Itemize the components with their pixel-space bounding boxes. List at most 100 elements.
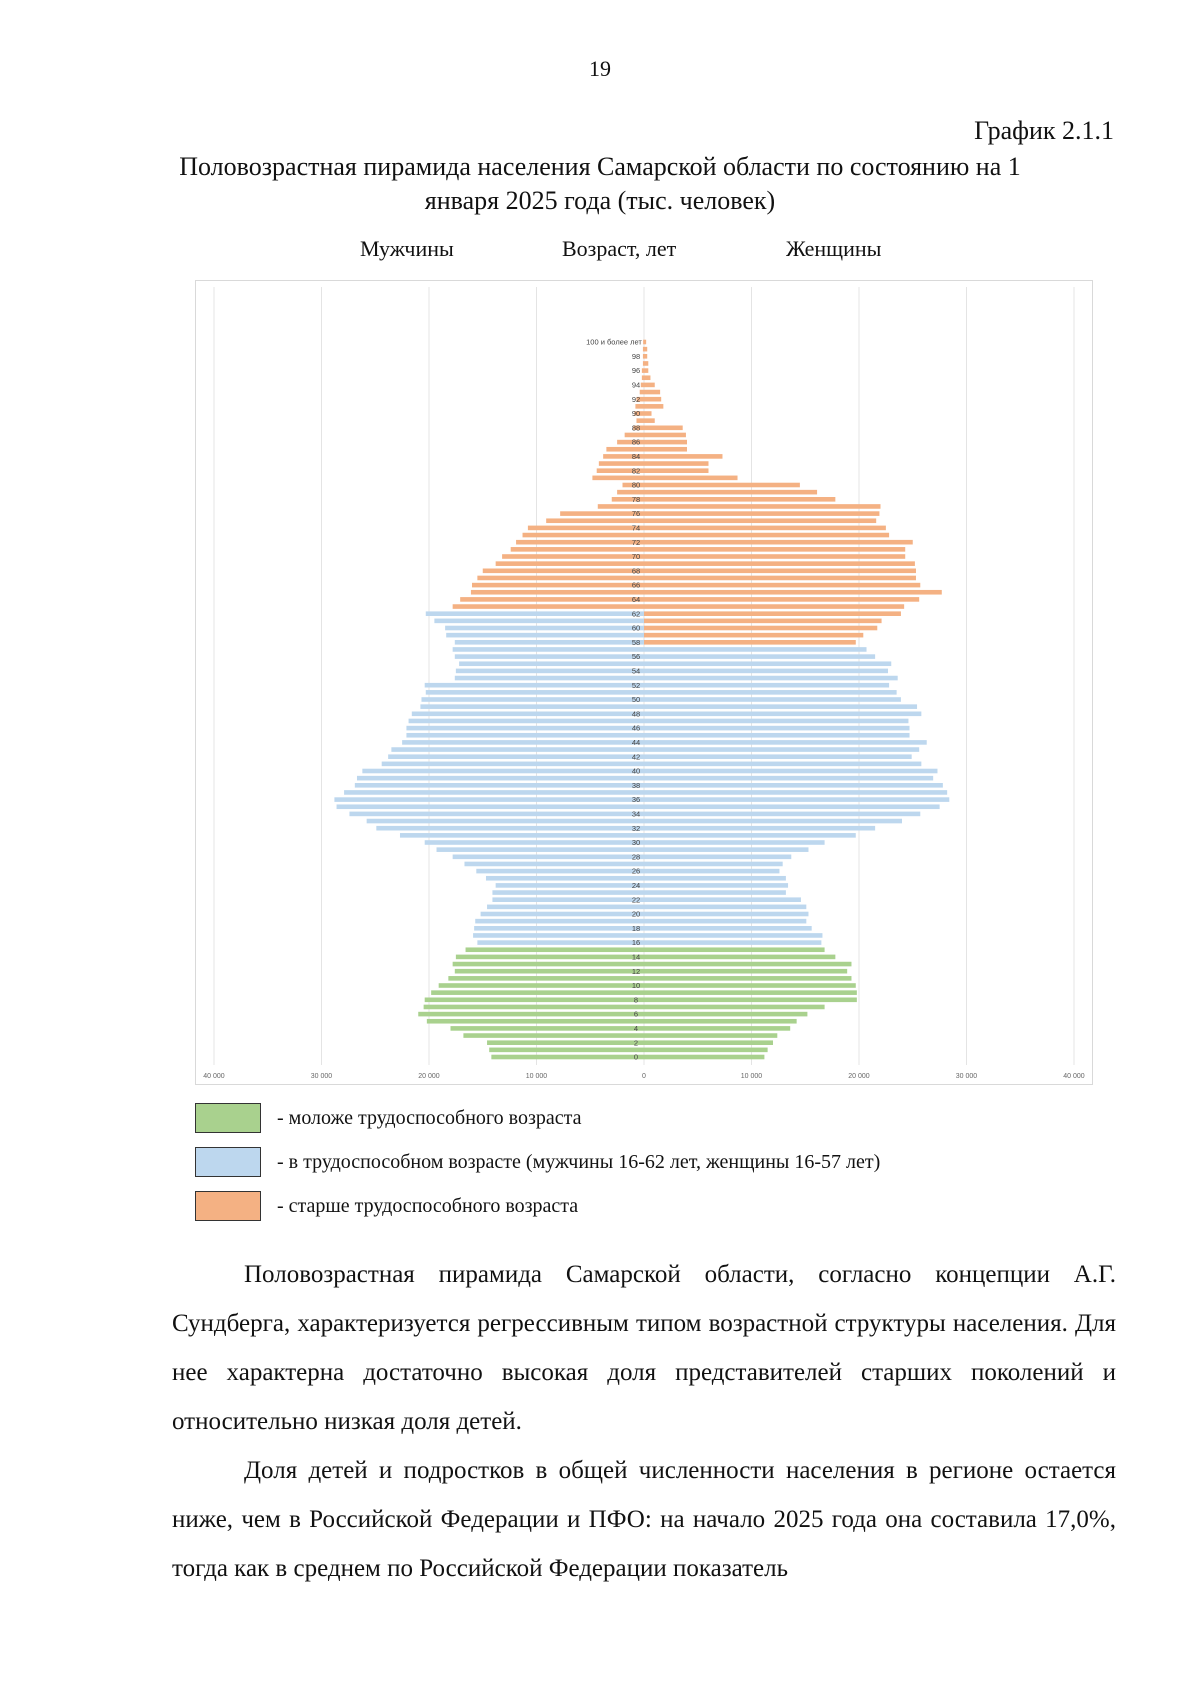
bar-men xyxy=(406,725,644,731)
age-tick-label: 54 xyxy=(632,667,640,676)
bar-women xyxy=(644,661,892,667)
bar-men xyxy=(452,604,644,609)
bar-women xyxy=(644,754,912,759)
bar-men xyxy=(431,990,644,995)
bar-men xyxy=(452,647,644,652)
bar-men xyxy=(596,468,644,473)
bar-men xyxy=(639,389,644,395)
paragraph: Доля детей и подростков в общей численно… xyxy=(172,1457,1116,1582)
bar-women xyxy=(644,825,876,831)
bar-men xyxy=(477,940,644,945)
bar-women xyxy=(644,375,651,381)
bar-women xyxy=(644,1026,791,1031)
bar-men xyxy=(362,768,644,774)
bar-men xyxy=(421,697,644,702)
x-tick-label: 30 000 xyxy=(311,1073,333,1080)
population-pyramid-chart: 40 000 30 000 20 000 10 000 0 10 000 20 000 30 … xyxy=(203,287,1085,1080)
bar-women xyxy=(644,732,910,738)
age-tick-label: 48 xyxy=(632,709,640,718)
x-tick-label: 10 000 xyxy=(526,1073,548,1080)
x-tick-label: 20 000 xyxy=(848,1073,870,1080)
bar-men xyxy=(487,1040,644,1045)
legend-label-working: - в трудоспособном возрасте (мужчины 16-… xyxy=(277,1151,881,1173)
bar-men xyxy=(480,911,644,917)
bar-men xyxy=(424,997,644,1003)
age-tick-label: 2 xyxy=(634,1038,638,1047)
age-tick-label: 74 xyxy=(632,524,640,533)
bar-women xyxy=(644,439,687,445)
bar-men xyxy=(475,918,644,924)
x-tick-label: 20 000 xyxy=(418,1073,440,1080)
bar-men xyxy=(388,754,644,759)
x-tick-label: 40 000 xyxy=(203,1073,225,1080)
bar-men xyxy=(376,825,644,831)
bar-women xyxy=(644,933,823,938)
bar-women xyxy=(644,783,943,788)
age-tick-label: 72 xyxy=(632,538,640,547)
bar-men xyxy=(454,675,644,681)
bar-women xyxy=(644,811,921,817)
bar-women xyxy=(644,511,880,516)
bar-men xyxy=(408,718,644,724)
bar-women xyxy=(644,697,901,702)
legend-swatch-old xyxy=(195,1191,261,1221)
bar-men xyxy=(635,404,644,409)
bar-men xyxy=(334,797,644,802)
age-tick-label: 94 xyxy=(632,381,640,390)
age-tick-label: 24 xyxy=(632,881,640,890)
age-tick-label: 22 xyxy=(632,895,640,904)
bar-women xyxy=(644,983,856,988)
age-tick-label: 52 xyxy=(632,681,640,690)
bar-men xyxy=(420,704,644,709)
bar-men xyxy=(452,854,644,860)
bar-men xyxy=(516,539,644,545)
bar-men xyxy=(636,396,644,402)
bar-men xyxy=(491,1054,644,1060)
age-column-label: Возраст, лет xyxy=(562,236,677,261)
bar-women xyxy=(644,675,898,681)
bar-men xyxy=(425,690,644,695)
bar-women xyxy=(644,854,792,860)
age-tick-label: 0 xyxy=(634,1053,638,1062)
bar-men xyxy=(464,861,644,867)
chart-title: Половозрастная пирамида населения Самарс… xyxy=(179,152,1021,215)
bar-women xyxy=(644,454,723,459)
bar-women xyxy=(644,1054,765,1060)
bar-men xyxy=(438,983,644,988)
bar-men xyxy=(448,976,644,981)
bar-men xyxy=(622,482,644,488)
bar-men xyxy=(546,518,644,524)
legend-swatch-working xyxy=(195,1147,261,1177)
age-tick-label: 36 xyxy=(632,795,640,804)
bar-men xyxy=(460,597,644,602)
bar-women xyxy=(644,361,649,366)
bar-men xyxy=(391,747,644,752)
bar-men xyxy=(633,425,644,431)
bar-men xyxy=(522,532,644,538)
bar-women xyxy=(644,582,921,588)
x-tick-label: 0 xyxy=(642,1073,646,1080)
x-tick-label: 30 000 xyxy=(956,1073,978,1080)
bar-women xyxy=(644,368,649,373)
body-text: Половозрастная пирамида Самарской област… xyxy=(172,1250,1116,1593)
age-tick-label: 100 и более лет xyxy=(586,338,642,347)
bar-women xyxy=(644,532,890,538)
bar-women xyxy=(644,797,950,802)
bar-men xyxy=(344,790,644,795)
age-tick-label: 14 xyxy=(632,953,640,962)
bar-women xyxy=(644,1004,825,1010)
age-tick-label: 30 xyxy=(632,838,640,847)
age-tick-label: 10 xyxy=(632,981,640,990)
bar-women xyxy=(644,589,942,595)
bar-women xyxy=(644,632,864,638)
bar-men xyxy=(463,1033,644,1038)
bar-men xyxy=(356,775,644,781)
bar-women xyxy=(644,432,686,438)
bar-women xyxy=(644,1018,797,1024)
bar-women xyxy=(644,847,809,852)
bar-women xyxy=(644,890,786,895)
bar-men xyxy=(477,575,644,581)
bar-men xyxy=(425,611,644,616)
age-tick-label: 16 xyxy=(632,938,640,947)
age-tick-label: 82 xyxy=(632,466,640,475)
